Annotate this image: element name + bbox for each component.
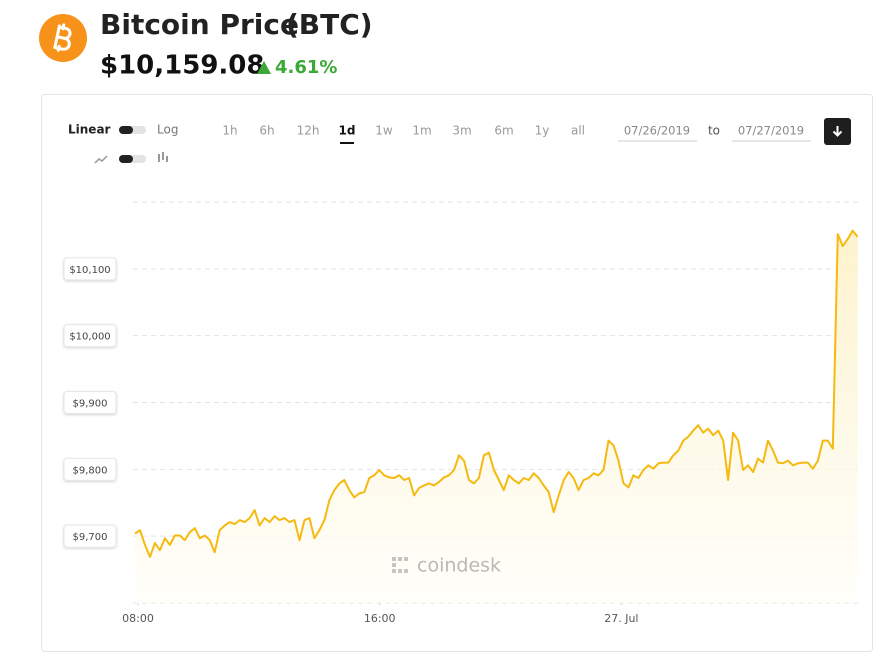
line-icon[interactable] xyxy=(94,155,108,164)
symbol: (BTC) xyxy=(286,8,373,41)
plot: $9,700 $9,800 $9,900 $10,000 $10,100 08:00 16:… xyxy=(63,201,860,625)
x-tick-label: 08:00 xyxy=(122,612,154,625)
area xyxy=(135,230,858,603)
y-tick-box xyxy=(63,391,117,414)
candle-icon[interactable] xyxy=(158,152,168,162)
y-tick-box xyxy=(63,257,117,281)
y-tick-box xyxy=(63,524,117,548)
range-button[interactable]: 12h xyxy=(297,124,320,138)
watermark: coindesk xyxy=(417,555,501,577)
price: $10,159.08 xyxy=(100,51,264,81)
y-tick-label: $10,100 xyxy=(69,265,110,276)
y-tick-box xyxy=(63,324,117,348)
scale-toggle[interactable] xyxy=(119,126,146,134)
title: Bitcoin Price xyxy=(100,8,299,41)
range-button[interactable]: 1m xyxy=(412,124,431,138)
range-button[interactable]: 6h xyxy=(259,124,274,138)
y-tick-label: $9,700 xyxy=(73,532,108,543)
y-tick-box xyxy=(63,457,117,481)
watermark-icon xyxy=(392,557,408,573)
range-button[interactable]: 6m xyxy=(494,124,513,138)
range-button[interactable]: 3m xyxy=(452,124,471,138)
download-button[interactable] xyxy=(824,118,851,145)
scale-log[interactable]: Log xyxy=(157,123,178,137)
y-tick-label: $9,800 xyxy=(73,465,108,476)
price-line xyxy=(134,229,859,558)
scale-linear[interactable]: Linear xyxy=(68,123,111,137)
range-button[interactable]: 1d xyxy=(339,124,356,138)
range-buttons: 1h 6h 12h 1d 1w 1m 3m 6m 1y all xyxy=(222,124,585,144)
coin-icon xyxy=(39,14,87,62)
range-button[interactable]: 1w xyxy=(375,124,393,138)
range-button[interactable]: 1y xyxy=(535,124,550,138)
change: 4.61% xyxy=(275,57,337,78)
range-button[interactable]: all xyxy=(571,124,585,138)
date-to-word: to xyxy=(708,124,720,138)
x-tick-label: 16:00 xyxy=(364,612,396,625)
chart-type-toggle[interactable] xyxy=(119,155,146,163)
x-tick-label: 27. Jul xyxy=(604,612,638,625)
date-from[interactable]: 07/26/2019 xyxy=(624,124,690,138)
range-button[interactable]: 1h xyxy=(222,124,237,138)
y-tick-label: $9,900 xyxy=(73,399,108,410)
y-tick-label: $10,000 xyxy=(69,332,110,343)
date-to[interactable]: 07/27/2019 xyxy=(738,124,804,138)
up-arrow xyxy=(257,61,271,74)
